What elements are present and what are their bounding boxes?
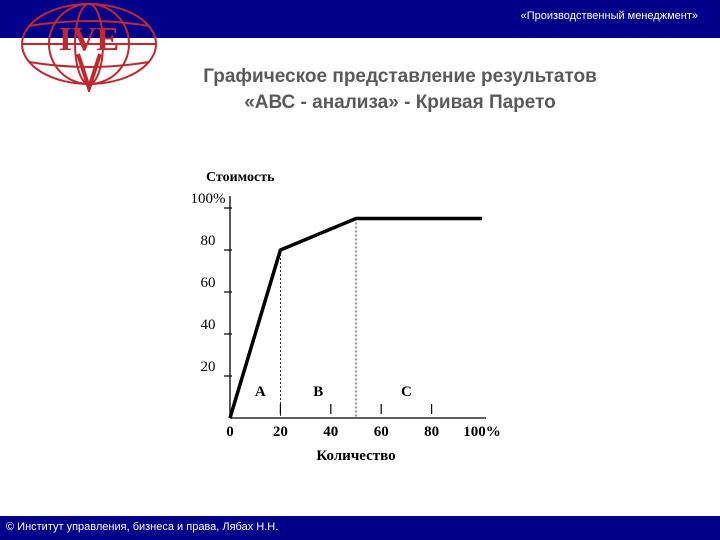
zone-label: В — [313, 384, 323, 400]
logo-letters: IVE — [59, 21, 119, 58]
x-tick-label: 100% — [463, 424, 501, 440]
pareto-chart: 20 40 60 80 100% 0 20 40 60 80 100% А В С Стоимость Кол… — [191, 170, 501, 464]
institute-logo: IVE — [21, 3, 157, 92]
y-tick-label: 80 — [201, 233, 216, 249]
y-axis-title: Стоимость — [206, 170, 275, 185]
pareto-curve — [228, 216, 482, 419]
slide-title-line-2: «АВС - анализа» - Кривая Парето — [244, 92, 556, 113]
zone-label: С — [401, 384, 412, 400]
footer-copyright: © Институт управления, бизнеса и права, … — [6, 521, 279, 533]
header-title: «Производственный менеджмент» — [520, 10, 698, 22]
x-tick-label: 20 — [273, 424, 288, 440]
x-tick-label: 60 — [374, 424, 389, 440]
x-tick-label: 0 — [226, 424, 234, 440]
x-tick-label: 40 — [323, 424, 338, 440]
x-tick-label: 80 — [424, 424, 439, 440]
y-tick-label: 60 — [201, 275, 216, 291]
logo-v-mark — [76, 53, 102, 92]
zone-label: А — [255, 384, 266, 400]
x-axis-title: Количество — [316, 448, 395, 464]
y-tick-label: 40 — [201, 317, 216, 333]
slide-title: Графическое представление результатов «А… — [150, 64, 650, 116]
y-tick-label: 20 — [201, 359, 216, 375]
y-tick-label: 100% — [191, 191, 226, 207]
slide-title-line-1: Графическое представление результатов — [203, 66, 597, 87]
footer-bar: © Институт управления, бизнеса и права, … — [0, 516, 720, 540]
